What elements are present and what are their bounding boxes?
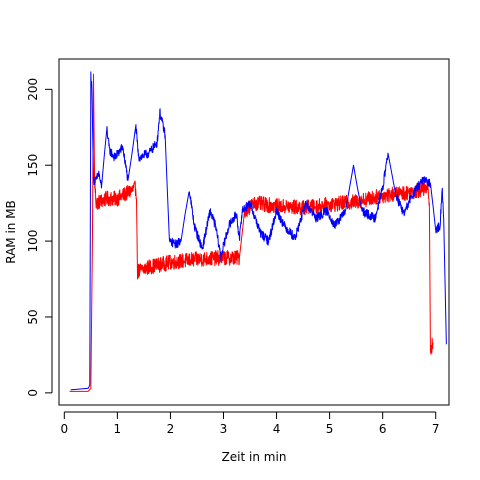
series-line-blue xyxy=(70,71,447,391)
plot-frame xyxy=(58,58,450,406)
y-tick-label: 50 xyxy=(26,309,40,324)
x-axis-label: Zeit in min xyxy=(222,450,287,464)
x-tick-label: 3 xyxy=(220,422,228,436)
y-tick-label: 0 xyxy=(26,389,40,397)
x-tick-label: 1 xyxy=(114,422,122,436)
series-line-red xyxy=(69,73,434,392)
x-tick-label: 5 xyxy=(326,422,334,436)
y-tick-label: 150 xyxy=(26,154,40,177)
x-tick-label: 4 xyxy=(273,422,281,436)
x-tick-label: 6 xyxy=(379,422,387,436)
axis-layer: 0 1 2 3 4 5 6 7 0 50 100 150 200 xyxy=(26,78,440,436)
series-layer xyxy=(69,71,447,392)
y-tick-label: 200 xyxy=(26,78,40,101)
x-tick-label: 7 xyxy=(432,422,440,436)
y-tick-label: 100 xyxy=(26,230,40,253)
x-tick-label: 0 xyxy=(60,422,68,436)
x-tick-label: 2 xyxy=(167,422,175,436)
y-axis-label: RAM in MB xyxy=(4,200,18,264)
